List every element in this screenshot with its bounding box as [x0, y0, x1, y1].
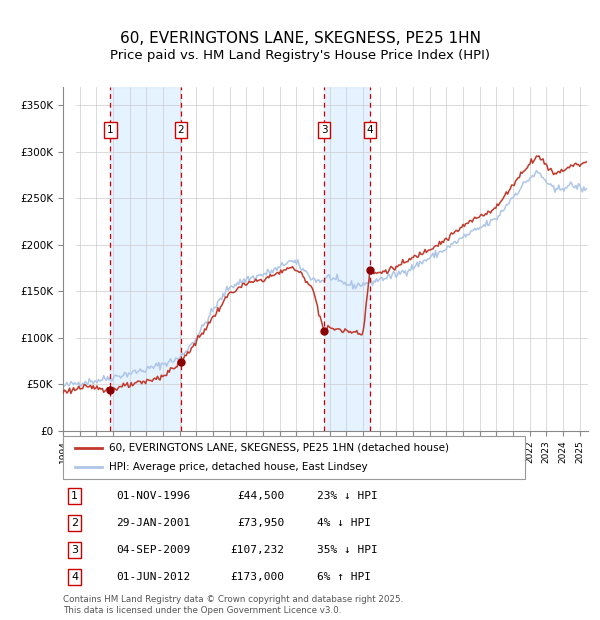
- Text: £107,232: £107,232: [231, 545, 285, 555]
- Text: 1: 1: [107, 125, 113, 135]
- Bar: [110, 87, 181, 431]
- Text: 2: 2: [71, 518, 78, 528]
- Text: 60, EVERINGTONS LANE, SKEGNESS, PE25 1HN: 60, EVERINGTONS LANE, SKEGNESS, PE25 1HN: [119, 31, 481, 46]
- Text: £44,500: £44,500: [238, 491, 285, 501]
- Text: HPI: Average price, detached house, East Lindsey: HPI: Average price, detached house, East…: [109, 463, 368, 472]
- Text: 23% ↓ HPI: 23% ↓ HPI: [317, 491, 378, 501]
- Text: £73,950: £73,950: [238, 518, 285, 528]
- Text: Price paid vs. HM Land Registry's House Price Index (HPI): Price paid vs. HM Land Registry's House …: [110, 50, 490, 62]
- Text: 60, EVERINGTONS LANE, SKEGNESS, PE25 1HN (detached house): 60, EVERINGTONS LANE, SKEGNESS, PE25 1HN…: [109, 443, 449, 453]
- Text: 1: 1: [71, 491, 78, 501]
- Text: 01-JUN-2012: 01-JUN-2012: [116, 572, 190, 582]
- Text: 04-SEP-2009: 04-SEP-2009: [116, 545, 190, 555]
- Bar: [63, 87, 76, 431]
- Text: 6% ↑ HPI: 6% ↑ HPI: [317, 572, 371, 582]
- Text: 01-NOV-1996: 01-NOV-1996: [116, 491, 190, 501]
- Text: 2: 2: [178, 125, 184, 135]
- Text: £173,000: £173,000: [231, 572, 285, 582]
- Text: 35% ↓ HPI: 35% ↓ HPI: [317, 545, 378, 555]
- Bar: [324, 87, 370, 431]
- Text: 3: 3: [71, 545, 78, 555]
- Text: 3: 3: [321, 125, 328, 135]
- Text: 29-JAN-2001: 29-JAN-2001: [116, 518, 190, 528]
- Text: 4: 4: [367, 125, 373, 135]
- FancyBboxPatch shape: [63, 436, 525, 479]
- Text: Contains HM Land Registry data © Crown copyright and database right 2025.
This d: Contains HM Land Registry data © Crown c…: [63, 595, 403, 614]
- Text: 4% ↓ HPI: 4% ↓ HPI: [317, 518, 371, 528]
- Text: 4: 4: [71, 572, 78, 582]
